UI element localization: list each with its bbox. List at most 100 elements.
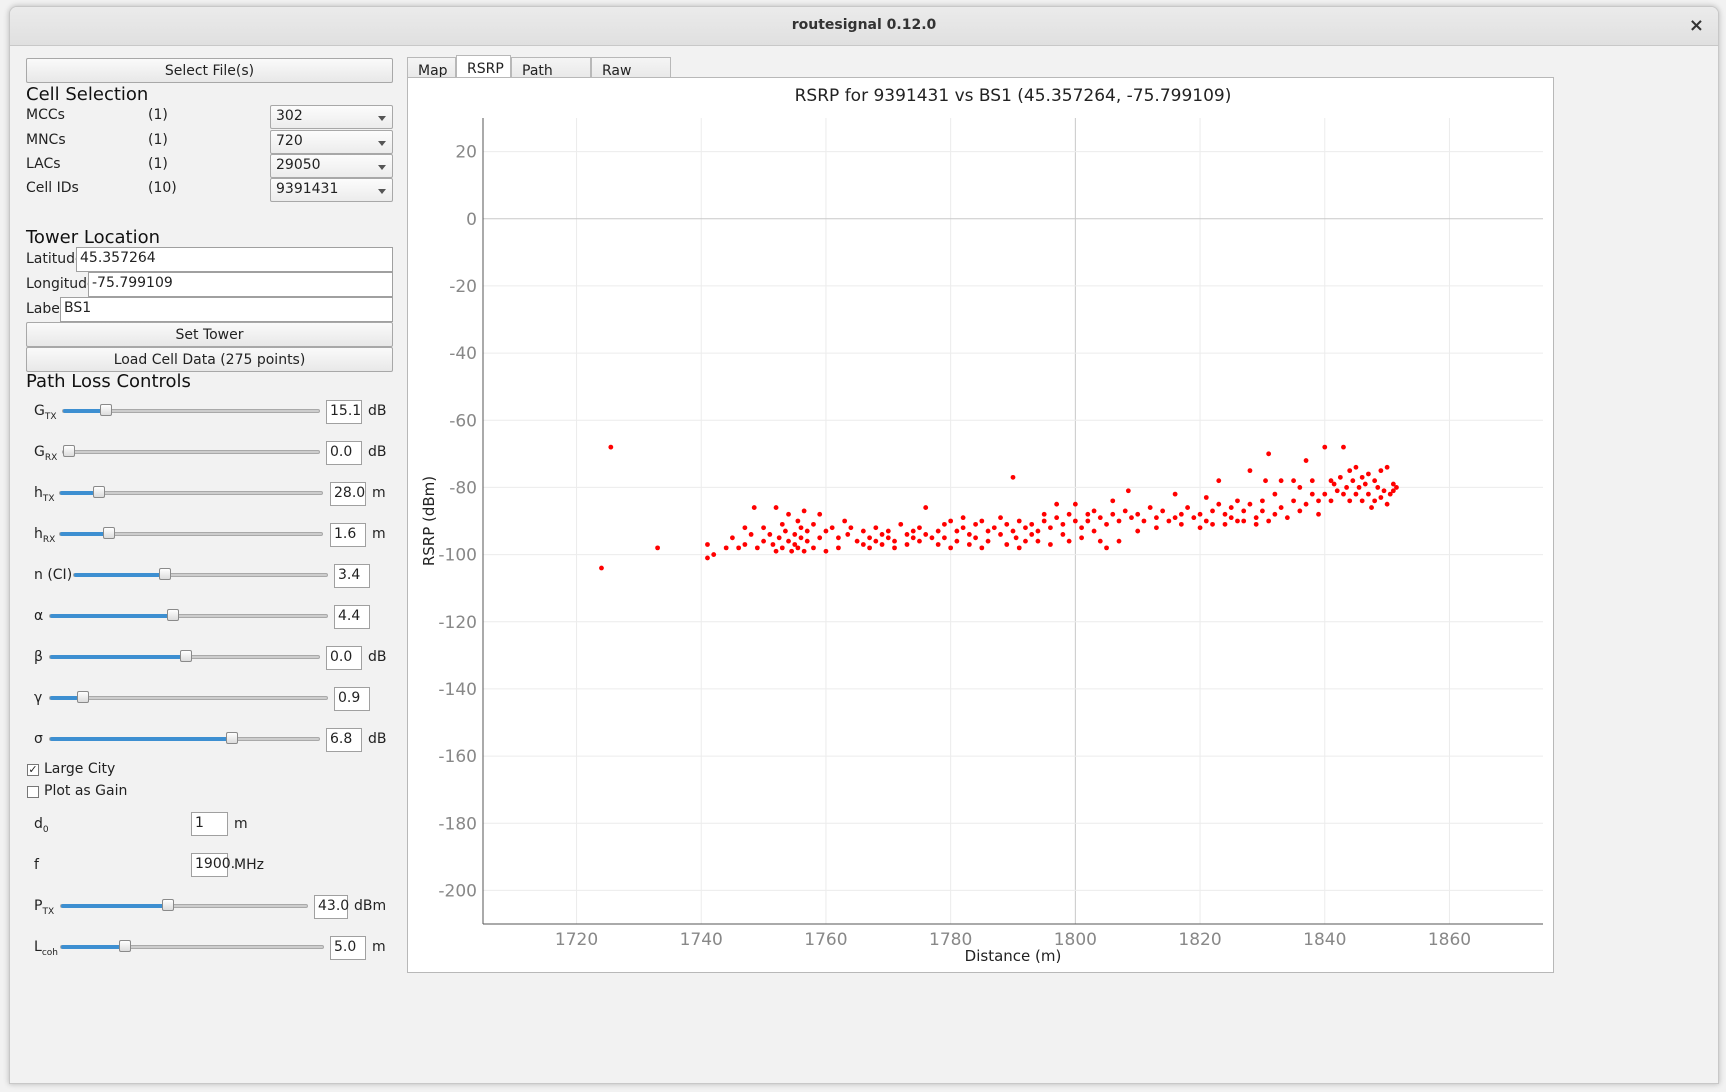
set-tower-button[interactable]: Set Tower bbox=[26, 322, 393, 347]
large-city-label: Large City bbox=[44, 761, 116, 777]
x-tick-label: 1820 bbox=[1178, 930, 1221, 950]
data-point bbox=[1316, 511, 1321, 517]
gamma-value[interactable]: 0.9 bbox=[334, 687, 370, 711]
data-point bbox=[1341, 444, 1346, 450]
data-point bbox=[1154, 515, 1159, 521]
label-main: P bbox=[34, 898, 43, 914]
data-point bbox=[1247, 468, 1253, 474]
sigma-slider[interactable] bbox=[49, 732, 320, 744]
select-files-button[interactable]: Select File(s) bbox=[26, 58, 393, 83]
slider-handle[interactable] bbox=[159, 568, 171, 580]
hrx-slider[interactable] bbox=[59, 527, 323, 539]
data-point bbox=[1116, 538, 1122, 544]
data-point bbox=[842, 518, 848, 524]
alpha-slider[interactable] bbox=[49, 609, 328, 621]
data-point bbox=[789, 548, 795, 554]
data-point bbox=[848, 525, 854, 531]
slider-handle[interactable] bbox=[93, 486, 105, 498]
data-point bbox=[1066, 538, 1072, 544]
y-tick-label: -80 bbox=[449, 478, 477, 498]
data-point bbox=[1060, 532, 1066, 537]
data-point bbox=[1353, 464, 1359, 470]
slider-handle[interactable] bbox=[103, 527, 115, 539]
data-point bbox=[754, 545, 760, 551]
beta-value[interactable]: 0.0 bbox=[326, 646, 362, 670]
htx-slider[interactable] bbox=[59, 486, 323, 498]
hrx-value[interactable]: 1.6 bbox=[330, 523, 366, 547]
y-tick-label: -200 bbox=[438, 881, 477, 901]
data-point bbox=[1172, 491, 1178, 497]
plot-as-gain-checkbox[interactable] bbox=[27, 786, 39, 798]
ptx-unit: dBm bbox=[354, 898, 387, 914]
large-city-checkbox[interactable]: ✓ bbox=[27, 764, 39, 776]
close-icon[interactable]: × bbox=[1688, 15, 1704, 36]
gtx-value[interactable]: 15.1 bbox=[326, 400, 362, 424]
sigma-value[interactable]: 6.8 bbox=[326, 728, 362, 752]
data-point bbox=[1328, 498, 1334, 504]
f-field[interactable]: 1900. bbox=[191, 853, 235, 877]
data-point bbox=[792, 532, 798, 537]
slider-handle[interactable] bbox=[180, 650, 192, 662]
ptx-label: PTX bbox=[34, 898, 54, 917]
y-tick-label: -20 bbox=[449, 277, 477, 297]
chevron-down-icon bbox=[378, 116, 386, 121]
lacs-select[interactable]: 29050 bbox=[270, 154, 393, 178]
d0-unit: m bbox=[234, 816, 248, 832]
data-point bbox=[1197, 511, 1203, 517]
beta-slider[interactable] bbox=[49, 650, 320, 662]
data-point bbox=[1260, 498, 1265, 504]
longitude-field[interactable]: -75.799109 bbox=[88, 272, 393, 297]
n-ci-slider[interactable] bbox=[73, 568, 328, 580]
htx-value[interactable]: 28.0 bbox=[330, 482, 366, 506]
data-point bbox=[1141, 518, 1147, 524]
slider-handle[interactable] bbox=[100, 404, 112, 416]
label-sub: RX bbox=[42, 534, 56, 545]
title-bar: routesignal 0.12.0 × bbox=[10, 7, 1718, 46]
slider-handle[interactable] bbox=[162, 899, 174, 911]
mncs-select[interactable]: 720 bbox=[270, 130, 393, 154]
rsrp-chart: 1720 1740 1760 1780 1800 1820 1840 1860 20 0 -20 -4… bbox=[408, 78, 1553, 972]
data-point bbox=[1116, 518, 1122, 524]
data-point bbox=[948, 518, 954, 524]
data-point bbox=[929, 535, 935, 541]
data-point bbox=[998, 532, 1003, 537]
cell-ids-select[interactable]: 9391431 bbox=[270, 178, 393, 202]
latitude-field[interactable]: 45.357264 bbox=[76, 247, 393, 272]
alpha-value[interactable]: 4.4 bbox=[334, 605, 370, 629]
slider-handle[interactable] bbox=[77, 691, 89, 703]
data-point bbox=[1272, 511, 1278, 517]
slider-handle[interactable] bbox=[119, 940, 131, 952]
lcoh-value[interactable]: 5.0 bbox=[330, 936, 366, 960]
data-point bbox=[1228, 505, 1234, 510]
checkmark-icon: ✓ bbox=[28, 763, 38, 776]
beta-unit: dB bbox=[368, 649, 387, 665]
data-point bbox=[1297, 485, 1303, 490]
y-tick-label: -160 bbox=[438, 747, 477, 767]
sigma-label: σ bbox=[34, 731, 43, 747]
ptx-slider[interactable] bbox=[60, 899, 308, 911]
data-point bbox=[1029, 521, 1035, 527]
data-point bbox=[885, 528, 891, 534]
lcoh-slider[interactable] bbox=[60, 940, 324, 952]
mccs-select[interactable]: 302 bbox=[270, 105, 393, 129]
label-main: h bbox=[34, 526, 43, 542]
slider-handle[interactable] bbox=[226, 732, 238, 744]
ptx-value[interactable]: 43.0 bbox=[314, 895, 349, 919]
data-point bbox=[1091, 508, 1097, 514]
label-field[interactable]: BS1 bbox=[60, 297, 393, 322]
slider-handle[interactable] bbox=[167, 609, 179, 621]
data-point bbox=[1216, 501, 1222, 507]
gamma-slider[interactable] bbox=[49, 691, 328, 703]
label-main: G bbox=[34, 444, 45, 460]
data-point bbox=[860, 528, 866, 534]
d0-field[interactable]: 1 bbox=[191, 812, 228, 836]
gtx-slider[interactable] bbox=[62, 404, 320, 416]
grx-slider[interactable] bbox=[62, 445, 320, 457]
label-main: β bbox=[34, 649, 43, 665]
grx-value[interactable]: 0.0 bbox=[326, 441, 362, 465]
data-point bbox=[705, 542, 710, 547]
slider-handle[interactable] bbox=[63, 445, 75, 457]
n-ci-value[interactable]: 3.4 bbox=[334, 564, 370, 588]
load-cell-data-button[interactable]: Load Cell Data (275 points) bbox=[26, 347, 393, 372]
data-point bbox=[1278, 478, 1284, 484]
